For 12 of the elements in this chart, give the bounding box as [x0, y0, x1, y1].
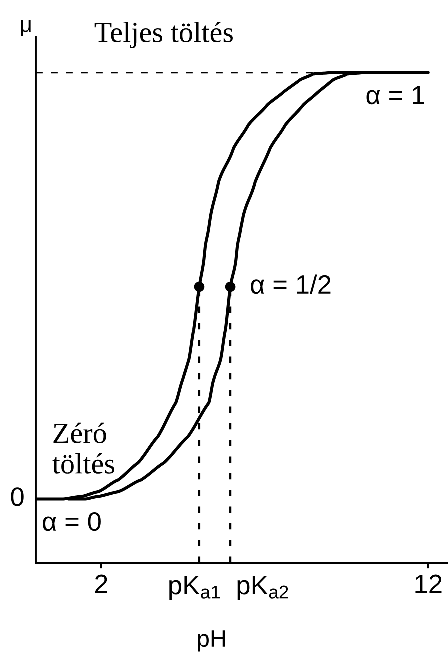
- x-tick-label: 2: [95, 574, 108, 594]
- annotation: α = 1: [366, 86, 424, 105]
- annotation: 0: [11, 488, 24, 506]
- ref-line-label: pK$_{a1}$: [170, 576, 220, 600]
- ref-line-label: pK$_{a2}$: [238, 576, 288, 600]
- ref-line-label: Teljes töltés: [94, 22, 233, 48]
- x-axis-title: pH: [198, 630, 226, 652]
- annotation: α = 1/2: [251, 274, 331, 294]
- y-axis-title: μ: [21, 20, 31, 36]
- x-tick-label: 12: [416, 574, 442, 594]
- annotation: Zéró töltés: [52, 422, 114, 474]
- annotation: α = 0: [43, 512, 101, 532]
